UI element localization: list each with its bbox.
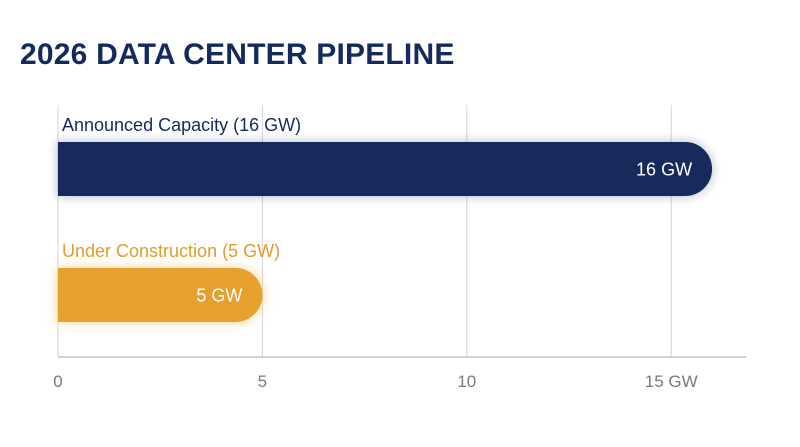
bar-0 (58, 142, 713, 196)
x-tick-label: 10 (457, 372, 476, 391)
bar-category-label: Under Construction (5 GW) (62, 241, 280, 261)
x-tick-label: 15 GW (645, 372, 698, 391)
bar-value-label: 5 GW (196, 286, 242, 306)
x-tick-label: 0 (53, 372, 62, 391)
bar-1 (58, 268, 263, 322)
chart-title: 2026 DATA CENTER PIPELINE (20, 38, 455, 71)
x-axis: 0 5 10 15 GW (53, 356, 746, 391)
bar-category-label: Announced Capacity (16 GW) (62, 115, 301, 135)
bars: Announced Capacity (16 GW) 16 GW Under Con… (58, 115, 713, 322)
bar-value-label: 16 GW (636, 160, 692, 180)
x-tick-label: 5 (258, 372, 267, 391)
